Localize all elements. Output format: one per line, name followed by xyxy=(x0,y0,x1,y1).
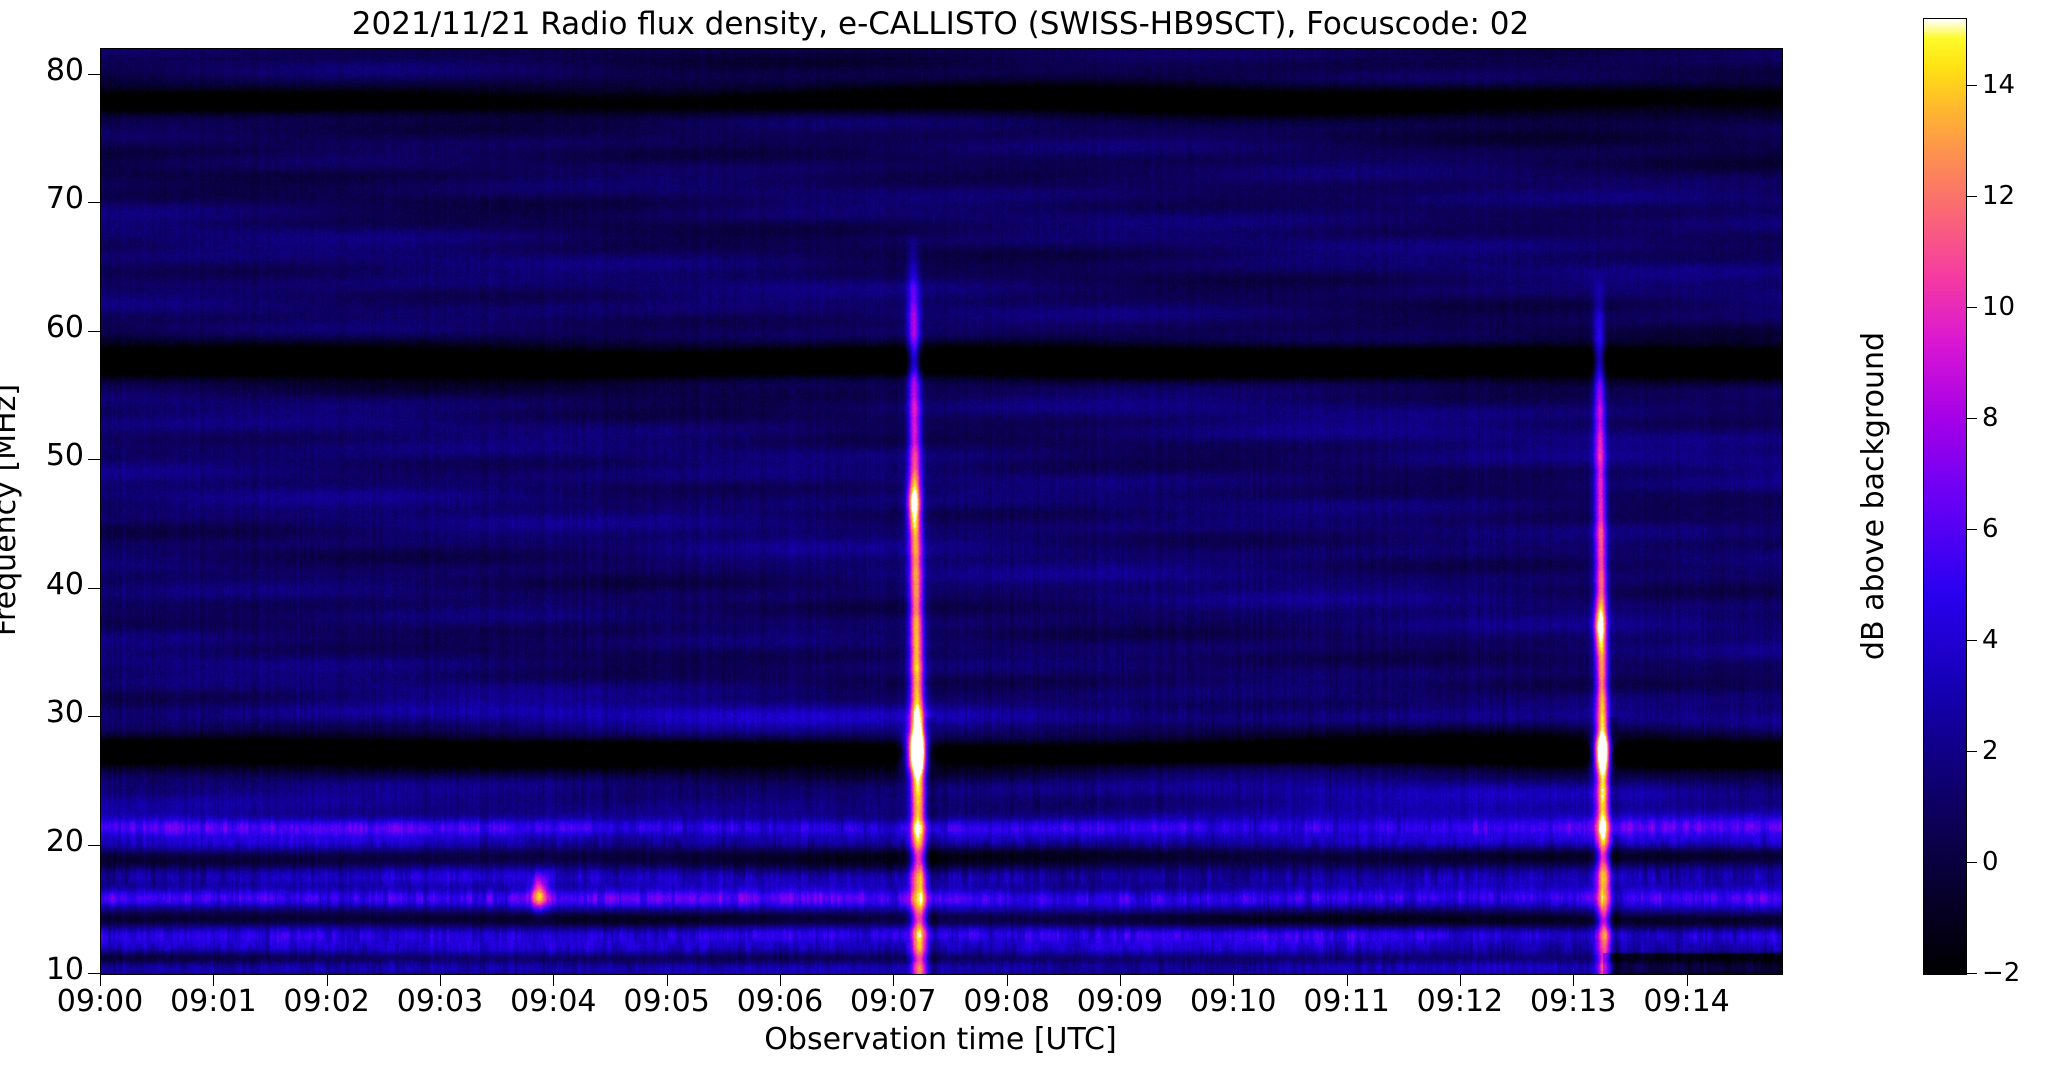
colorbar-tick-mark xyxy=(1967,528,1977,530)
x-tick-label: 09:02 xyxy=(283,984,370,1019)
colorbar-tick-label: 2 xyxy=(1982,735,1999,766)
y-tick-label: 10 xyxy=(45,952,84,987)
x-tick-mark xyxy=(326,974,328,986)
y-tick-mark xyxy=(88,844,100,846)
y-tick-label: 50 xyxy=(45,438,84,474)
colorbar-tick-mark xyxy=(1967,861,1977,863)
x-tick-mark xyxy=(893,974,895,986)
x-tick-mark xyxy=(100,974,101,986)
x-tick-mark xyxy=(1233,974,1235,986)
x-tick-label: 09:12 xyxy=(1416,984,1504,1019)
x-tick-label: 09:03 xyxy=(396,984,484,1019)
colorbar-tick-mark xyxy=(1967,195,1977,197)
x-tick-label: 09:10 xyxy=(1190,984,1277,1019)
x-tick-mark xyxy=(1346,974,1348,986)
y-tick-label: 80 xyxy=(45,52,84,88)
colorbar-tick-label: 6 xyxy=(1982,513,1999,544)
colorbar-tick-label: 14 xyxy=(1982,69,2016,100)
x-tick-mark xyxy=(439,974,441,986)
colorbar-tick-label: −2 xyxy=(1982,958,2021,988)
spectrogram-plot-area xyxy=(100,48,1783,975)
x-tick-label: 09:13 xyxy=(1530,984,1617,1019)
colorbar-gradient xyxy=(1924,19,1966,974)
spectrogram-image xyxy=(101,49,1782,974)
colorbar-tick-mark xyxy=(1967,973,1977,974)
y-tick-mark xyxy=(88,716,100,718)
x-tick-mark xyxy=(1006,974,1008,986)
y-tick-mark xyxy=(88,587,100,589)
colorbar-tick-label: 12 xyxy=(1982,180,2016,211)
x-tick-mark xyxy=(1459,974,1461,986)
x-tick-label: 09:04 xyxy=(510,984,597,1019)
x-axis-label: Observation time [UTC] xyxy=(764,1022,1117,1057)
y-axis-label: Frequency [MHz] xyxy=(0,383,23,637)
x-tick-label: 09:11 xyxy=(1303,984,1390,1019)
y-tick-label: 20 xyxy=(45,823,84,859)
colorbar-tick-label: 8 xyxy=(1982,402,1999,433)
y-tick-label: 40 xyxy=(45,566,84,602)
colorbar-tick-label: 4 xyxy=(1982,624,1999,655)
colorbar-tick-mark xyxy=(1967,417,1977,419)
x-tick-label: 09:08 xyxy=(963,984,1050,1019)
colorbar-tick-label: 0 xyxy=(1982,846,1999,877)
colorbar-tick-mark xyxy=(1967,84,1977,86)
x-tick-mark xyxy=(666,974,668,986)
x-tick-label: 09:05 xyxy=(623,984,710,1019)
x-tick-label: 09:14 xyxy=(1643,984,1730,1019)
y-tick-label: 70 xyxy=(45,181,84,217)
x-tick-mark xyxy=(1573,974,1575,986)
colorbar-label: dB above background xyxy=(1856,331,1891,661)
x-tick-mark xyxy=(1119,974,1121,986)
x-tick-label: 09:09 xyxy=(1076,984,1164,1019)
page-title: 2021/11/21 Radio flux density, e-CALLIST… xyxy=(351,6,1530,42)
x-tick-mark xyxy=(779,974,781,986)
y-tick-mark xyxy=(88,202,100,204)
x-tick-mark xyxy=(213,974,215,986)
y-tick-mark xyxy=(88,330,100,332)
y-tick-label: 30 xyxy=(45,695,84,731)
x-tick-label: 09:07 xyxy=(850,984,937,1019)
y-tick-label: 60 xyxy=(45,309,84,345)
x-tick-label: 09:00 xyxy=(56,984,144,1019)
y-tick-mark xyxy=(88,73,100,75)
x-tick-label: 09:06 xyxy=(736,984,824,1019)
colorbar-tick-mark xyxy=(1967,639,1977,641)
x-tick-mark xyxy=(1686,974,1688,986)
colorbar-tick-mark xyxy=(1967,306,1977,308)
y-tick-mark xyxy=(88,459,100,461)
colorbar xyxy=(1923,18,1967,975)
x-tick-mark xyxy=(553,974,555,986)
y-tick-mark xyxy=(88,973,100,974)
colorbar-tick-label: 10 xyxy=(1982,291,2016,322)
colorbar-tick-mark xyxy=(1967,750,1977,752)
x-tick-label: 09:01 xyxy=(170,984,257,1019)
